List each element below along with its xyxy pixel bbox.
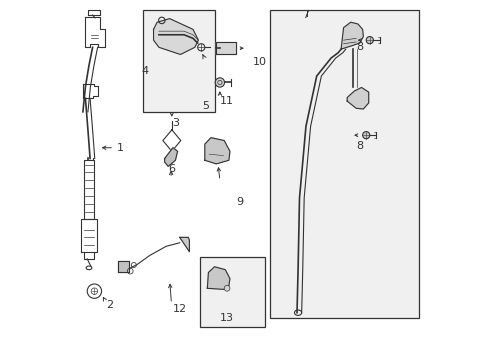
Text: 5: 5	[202, 102, 209, 112]
Bar	[200, 257, 265, 327]
Polygon shape	[180, 237, 190, 252]
Text: 11: 11	[220, 96, 234, 106]
Polygon shape	[347, 87, 368, 109]
Text: 10: 10	[252, 57, 267, 67]
Text: 8: 8	[356, 42, 363, 52]
Polygon shape	[119, 261, 129, 272]
Circle shape	[366, 37, 373, 44]
Circle shape	[215, 78, 224, 87]
Text: 4: 4	[142, 66, 149, 76]
Text: 7: 7	[302, 10, 310, 20]
Text: 12: 12	[172, 304, 187, 314]
Bar	[143, 10, 215, 112]
Polygon shape	[153, 19, 198, 54]
Bar	[270, 10, 419, 318]
Polygon shape	[207, 267, 230, 289]
Circle shape	[363, 132, 370, 139]
Text: 6: 6	[168, 164, 175, 174]
Text: 8: 8	[356, 141, 363, 151]
Circle shape	[224, 285, 230, 291]
Text: 1: 1	[117, 143, 123, 153]
Polygon shape	[165, 148, 177, 166]
Polygon shape	[216, 42, 236, 54]
Text: 9: 9	[236, 197, 243, 207]
Text: 2: 2	[106, 300, 113, 310]
Polygon shape	[205, 138, 230, 164]
Text: 3: 3	[172, 118, 180, 128]
Text: 13: 13	[220, 313, 233, 323]
Polygon shape	[341, 22, 364, 49]
